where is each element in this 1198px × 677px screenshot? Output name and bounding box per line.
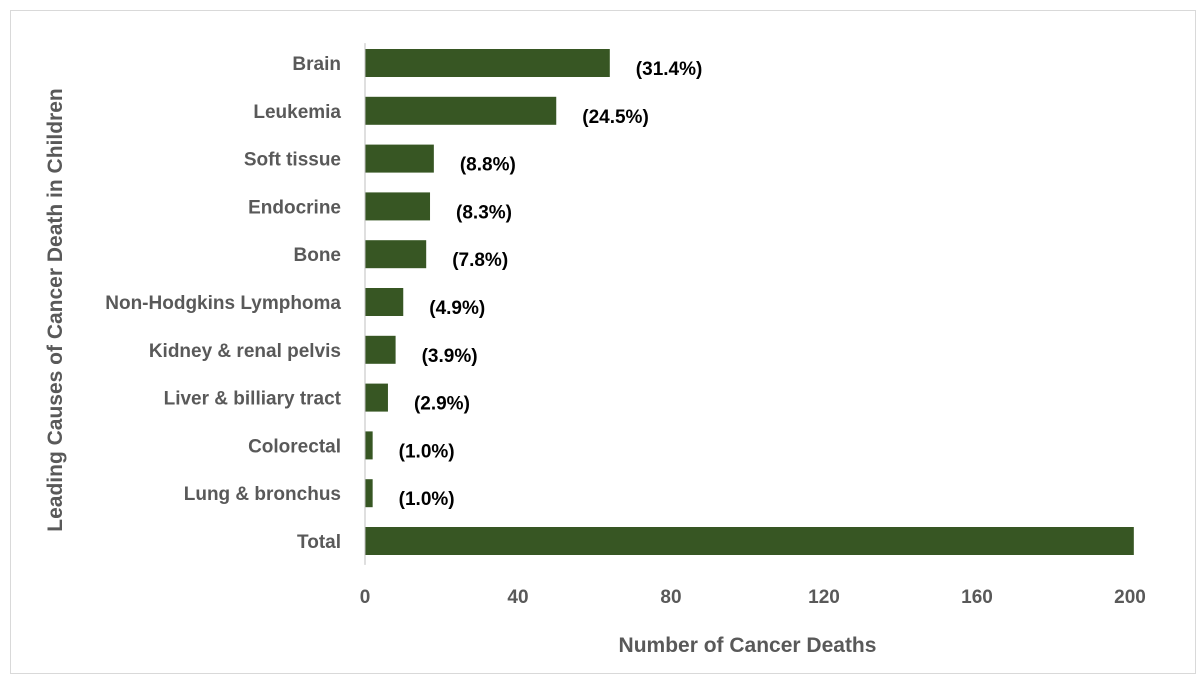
data-label: (2.9%) [414, 394, 470, 415]
category-label: Bone [294, 245, 342, 266]
x-tick-label: 40 [507, 587, 528, 608]
data-label: (3.9%) [422, 346, 478, 367]
x-tick-label: 0 [360, 587, 371, 608]
bar-3 [365, 192, 431, 221]
bar-4 [365, 240, 427, 269]
bar-8 [365, 431, 373, 460]
data-label: (31.4%) [636, 59, 703, 80]
bar-6 [365, 335, 396, 364]
category-label: Kidney & renal pelvis [149, 341, 341, 362]
x-tick-label: 160 [961, 587, 993, 608]
category-label: Brain [292, 54, 341, 75]
bar-1 [365, 96, 557, 125]
category-label: Total [297, 532, 341, 553]
category-label: Lung & bronchus [184, 484, 341, 505]
bar-2 [365, 144, 434, 173]
data-label: (7.8%) [452, 250, 508, 271]
category-label: Non-Hodgkins Lymphoma [105, 293, 341, 314]
data-label: (1.0%) [399, 489, 455, 510]
data-label: (8.3%) [456, 202, 512, 223]
bars-group [365, 49, 1134, 555]
data-label: (4.9%) [429, 298, 485, 319]
category-label: Colorectal [248, 436, 341, 457]
bar-0 [365, 49, 610, 77]
x-tick-label: 120 [808, 587, 840, 608]
bar-7 [365, 383, 388, 412]
chart-frame [10, 10, 1196, 674]
category-labels-group: Brain Leukemia Soft tissue Endocrine Bone Non… [105, 54, 341, 553]
bar-10 [365, 527, 1134, 555]
category-label: Endocrine [248, 197, 341, 218]
x-tick-label: 200 [1114, 587, 1146, 608]
x-tick-label: 80 [660, 587, 681, 608]
x-tick-labels-group: 0 40 80 120 160 200 [360, 587, 1146, 608]
category-label: Leukemia [253, 102, 341, 123]
data-label: (1.0%) [399, 441, 455, 462]
category-label: Soft tissue [244, 150, 341, 171]
data-label: (24.5%) [582, 107, 649, 128]
data-labels-group: (31.4%) (24.5%) (8.8%) (8.3%) (7.8%) (4.9%) (3… [399, 59, 703, 510]
category-label: Liver & billiary tract [164, 389, 342, 410]
bar-5 [365, 288, 404, 316]
y-axis-title: Leading Causes of Cancer Death in Childr… [44, 88, 67, 531]
bar-9 [365, 479, 373, 508]
x-axis-title: Number of Cancer Deaths [619, 634, 877, 657]
data-label: (8.8%) [460, 155, 516, 176]
